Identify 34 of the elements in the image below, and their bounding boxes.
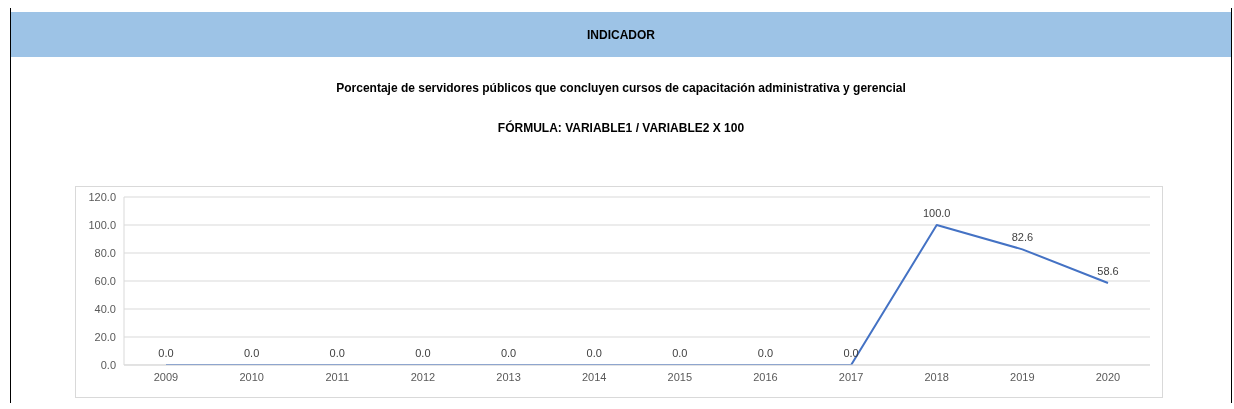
y-tick-label: 0.0 [100,358,116,371]
data-label: 0.0 [243,347,260,359]
data-label: 0.0 [672,347,688,359]
y-tick-label: 20.0 [94,330,116,343]
data-label: 0.0 [757,347,774,359]
chart-title: Porcentaje de servidores públicos que concluyen cursos de capacitación administrativa y gerencial [335,81,907,95]
x-tick-label: 2011 [325,370,350,383]
data-label: 0.0 [415,347,431,359]
data-label: 0.0 [500,347,517,359]
x-tick-label: 2013 [496,370,521,383]
x-tick-label: 2019 [1010,370,1035,383]
x-tick-label: 2015 [667,370,693,383]
y-tick-label: 80.0 [94,246,116,259]
data-label: 0.0 [329,347,345,359]
y-tick-label: 40.0 [94,302,116,315]
data-label: 58.6 [1097,264,1119,277]
x-tick-label: 2012 [410,370,436,383]
data-label: 0.0 [843,347,859,359]
text: INDICADOR [11,12,1231,57]
x-tick-label: 2010 [239,370,264,383]
data-label: 0.0 [158,347,174,359]
x-tick-label: 2014 [581,370,607,383]
data-label: 0.0 [586,347,602,359]
x-tick-label: 2016 [753,370,778,383]
y-tick-label: 60.0 [94,274,116,287]
x-tick-label: 2009 [153,370,179,383]
x-tick-label: 2018 [924,370,949,383]
chart-subtitle: FÓRMULA: VARIABLE1 / VARIABLE2 X 100 [496,121,746,135]
x-tick-label: 2017 [838,370,864,383]
y-tick-label: 120.0 [88,190,116,203]
data-label: 100.0 [922,207,951,219]
x-tick-label: 2020 [1095,370,1121,383]
y-tick-label: 100.0 [88,218,116,231]
data-label: 82.6 [1011,231,1034,244]
